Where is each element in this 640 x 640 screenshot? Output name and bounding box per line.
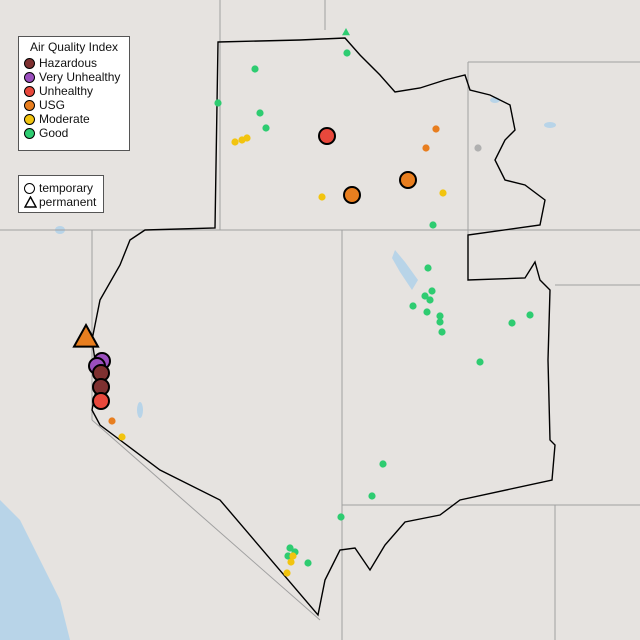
circle-icon [24,99,35,111]
circle-icon [24,85,35,97]
monitor-moderate-temporary[interactable] [283,569,291,577]
legend-label: Hazardous [39,56,98,70]
type-legend: temporary permanent [18,175,104,213]
monitor-good-temporary[interactable] [368,492,376,500]
legend-label: permanent [39,195,97,209]
monitor-good-temporary[interactable] [343,49,351,57]
monitor-good-temporary[interactable] [429,221,437,229]
monitor-good-temporary[interactable] [286,544,294,552]
monitor-usg-permanent[interactable] [72,322,100,348]
monitor-good-temporary[interactable] [251,65,259,73]
monitor-good-temporary[interactable] [428,287,436,295]
legend-item-very-unhealthy: Very Unhealthy [19,70,129,84]
monitor-moderate-temporary[interactable] [439,189,447,197]
legend-label: temporary [39,181,94,195]
monitor-good-temporary[interactable] [476,358,484,366]
monitor-good-temporary[interactable] [526,311,534,319]
legend-label: Very Unhealthy [39,70,121,84]
monitor-usg-temporary[interactable] [399,171,417,189]
circle-icon [24,57,35,69]
monitor-no-data-temporary[interactable] [474,144,482,152]
legend-item-moderate: Moderate [19,112,129,126]
monitor-usg-temporary[interactable] [343,186,361,204]
monitor-moderate-temporary[interactable] [287,558,295,566]
monitor-unhealthy-temporary[interactable] [318,127,336,145]
legend-label: Unhealthy [39,84,94,98]
aqi-legend: Air Quality Index Hazardous Very Unhealth… [18,36,130,151]
monitor-usg-temporary[interactable] [422,144,430,152]
monitor-usg-temporary[interactable] [432,125,440,133]
lakes [55,97,556,418]
monitor-good-temporary[interactable] [256,109,264,117]
monitor-good-temporary[interactable] [304,559,312,567]
monitor-unhealthy-temporary[interactable] [92,392,110,410]
monitor-good-temporary[interactable] [436,318,444,326]
monitor-moderate-temporary[interactable] [243,134,251,142]
circle-icon [24,182,35,194]
monitor-good-temporary[interactable] [424,264,432,272]
triangle-icon [24,196,37,208]
monitor-good-temporary[interactable] [508,319,516,327]
monitor-good-temporary[interactable] [409,302,417,310]
monitor-good-temporary[interactable] [262,124,270,132]
circle-icon [24,113,35,125]
legend-label: Good [39,126,69,140]
legend-item-temporary: temporary [19,181,103,195]
monitor-markers [72,28,534,577]
ocean [0,500,70,640]
monitor-good-temporary[interactable] [421,292,429,300]
monitor-good-temporary[interactable] [423,308,431,316]
legend-item-usg: USG [19,98,129,112]
monitor-good-temporary[interactable] [426,296,434,304]
monitor-moderate-temporary[interactable] [318,193,326,201]
monitor-good-temporary[interactable] [337,513,345,521]
legend-item-unhealthy: Unhealthy [19,84,129,98]
monitor-good-temporary[interactable] [284,552,292,560]
legend-label: USG [39,98,66,112]
monitor-good-permanent[interactable] [342,28,350,36]
circle-icon [24,127,35,139]
monitor-moderate-temporary[interactable] [289,552,297,560]
legend-label: Moderate [39,112,90,126]
legend-item-hazardous: Hazardous [19,56,129,70]
legend-item-permanent: permanent [19,195,103,209]
region-boundary [91,37,556,617]
circle-icon [24,71,35,83]
monitor-moderate-temporary[interactable] [231,138,239,146]
monitor-good-temporary[interactable] [214,99,222,107]
monitor-good-temporary[interactable] [438,328,446,336]
aqi-legend-title: Air Quality Index [29,40,119,54]
monitor-moderate-temporary[interactable] [118,433,126,441]
legend-item-good: Good [19,126,129,140]
monitor-good-temporary[interactable] [379,460,387,468]
monitor-usg-temporary[interactable] [108,417,116,425]
monitor-good-temporary[interactable] [436,312,444,320]
